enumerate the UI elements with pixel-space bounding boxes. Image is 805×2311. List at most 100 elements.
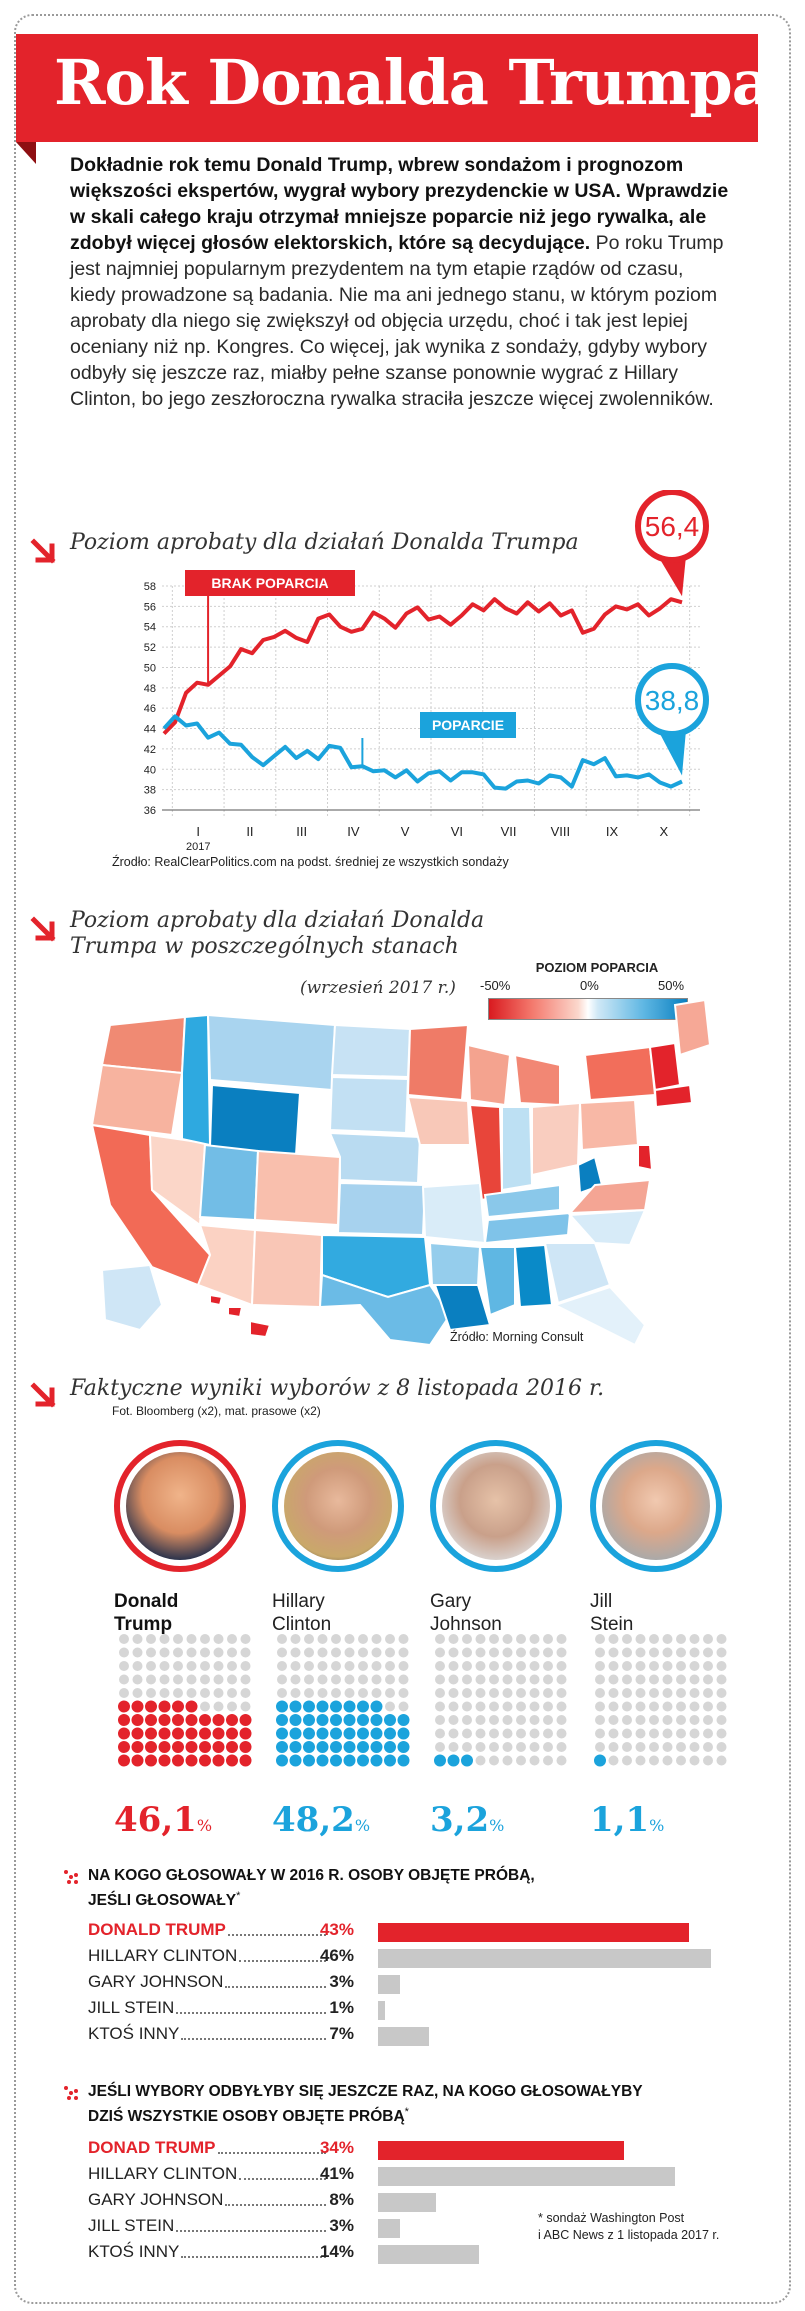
vote-dot-empty bbox=[385, 1634, 395, 1644]
candidate-trump: Donald Trump bbox=[114, 1440, 264, 1636]
state-florida bbox=[552, 1285, 647, 1345]
y-tick-label: 36 bbox=[144, 805, 156, 817]
vote-dot-empty bbox=[689, 1715, 700, 1725]
vote-dot-empty bbox=[649, 1688, 659, 1698]
vote-dot-empty bbox=[435, 1728, 445, 1739]
vote-dot-filled bbox=[118, 1714, 130, 1726]
vote-dot-empty bbox=[689, 1742, 700, 1752]
vote-dot-empty bbox=[371, 1674, 382, 1685]
poll-bar bbox=[378, 2245, 480, 2264]
dot-grid bbox=[594, 1634, 727, 1767]
y-tick-label: 56 bbox=[144, 601, 156, 613]
vote-dot-empty bbox=[435, 1647, 445, 1658]
poll-row: HILLARY CLINTON 41% bbox=[88, 2164, 738, 2188]
poll2-heading-line1: Jeśli wybory odbyłyby się jeszcze raz, n… bbox=[88, 2083, 643, 2100]
state-new-york bbox=[583, 1045, 657, 1102]
vote-dot-empty bbox=[595, 1674, 605, 1685]
vote-dot-empty bbox=[649, 1715, 659, 1725]
vote-dot-empty bbox=[435, 1634, 445, 1644]
vote-dot-empty bbox=[290, 1647, 301, 1658]
state-hawaii bbox=[209, 1293, 272, 1339]
candidate-first-name: Jill bbox=[590, 1591, 613, 1612]
vote-dot-empty bbox=[489, 1647, 499, 1658]
vote-dot-empty bbox=[398, 1634, 409, 1644]
vote-dot-filled bbox=[145, 1714, 157, 1726]
vote-dot-empty bbox=[489, 1701, 499, 1712]
state-south-dakota bbox=[328, 1075, 410, 1135]
vote-dot-empty bbox=[489, 1715, 499, 1725]
vote-dot-filled bbox=[289, 1727, 302, 1740]
x-tick-label: IX bbox=[606, 824, 619, 839]
percent-value: 48,2 bbox=[272, 1800, 355, 1840]
vote-dot-empty bbox=[635, 1715, 646, 1725]
vote-dot-filled bbox=[145, 1741, 157, 1753]
poll-row-label: JILL STEIN bbox=[88, 1998, 175, 2017]
vote-dot-empty bbox=[448, 1728, 459, 1739]
vote-dot-empty bbox=[385, 1661, 395, 1671]
poll-row-label: DONAD TRUMP bbox=[88, 2138, 216, 2157]
vote-dot-empty bbox=[703, 1634, 713, 1644]
vote-dot-empty bbox=[608, 1661, 619, 1671]
vote-dot-empty bbox=[227, 1661, 237, 1671]
vote-dot-empty bbox=[173, 1661, 183, 1671]
vote-dot-empty bbox=[398, 1688, 409, 1698]
vote-dot-empty bbox=[475, 1674, 486, 1685]
vote-dot-empty bbox=[398, 1674, 409, 1685]
vote-dot-empty bbox=[516, 1647, 526, 1658]
vote-dot-grids bbox=[118, 1634, 727, 1767]
vote-dot-empty bbox=[716, 1701, 727, 1712]
state-tennessee bbox=[483, 1211, 572, 1245]
vote-dot-filled bbox=[158, 1700, 171, 1713]
state-mississippi bbox=[478, 1246, 516, 1317]
vote-dot-empty bbox=[703, 1688, 713, 1698]
state-ohio bbox=[531, 1101, 582, 1177]
vote-dot-empty bbox=[448, 1742, 459, 1752]
poll1-heading: Na kogo głosowały w 2016 r. osoby objęte… bbox=[88, 1866, 535, 1911]
vote-dot-empty bbox=[543, 1742, 553, 1752]
poll-row-label: KTOŚ INNY bbox=[88, 2242, 180, 2261]
avatar-ring bbox=[430, 1440, 562, 1572]
vote-dot-filled bbox=[172, 1741, 184, 1753]
vote-dot-empty bbox=[543, 1728, 553, 1739]
vote-dot-empty bbox=[716, 1674, 727, 1685]
state-arkansas bbox=[428, 1241, 482, 1286]
map-subtitle: (wrzesień 2017 r.) bbox=[300, 978, 456, 998]
vote-dot-empty bbox=[173, 1674, 183, 1685]
vote-dot-empty bbox=[595, 1742, 605, 1752]
vote-dot-empty bbox=[502, 1634, 513, 1644]
arrow-down-right-icon bbox=[30, 916, 56, 942]
vote-dot-empty bbox=[331, 1661, 341, 1671]
poll-row-label: DONALD TRUMP bbox=[88, 1920, 226, 1939]
vote-dot-empty bbox=[556, 1755, 567, 1766]
series-end-value: 38,8 bbox=[645, 685, 700, 716]
vote-dot-empty bbox=[662, 1728, 673, 1739]
vote-dot-empty bbox=[344, 1634, 355, 1644]
state-kentucky bbox=[483, 1183, 561, 1219]
map-legend-ticks: -50% 0% 50% bbox=[480, 978, 710, 994]
vote-dot-empty bbox=[146, 1688, 156, 1698]
vote-dot-filled bbox=[131, 1727, 144, 1740]
vote-dot-empty bbox=[358, 1647, 368, 1658]
vote-dot-empty bbox=[608, 1647, 619, 1658]
dotted-arrow-icon bbox=[64, 2086, 78, 2100]
poll-row: KTOŚ INNY 14% bbox=[88, 2242, 738, 2266]
vote-dot-filled bbox=[357, 1700, 369, 1713]
vote-dot-empty bbox=[173, 1688, 183, 1698]
vote-dot-empty bbox=[290, 1688, 301, 1698]
vote-dot-empty bbox=[716, 1742, 727, 1752]
vote-dot-empty bbox=[435, 1742, 445, 1752]
vote-dot-filled bbox=[226, 1754, 238, 1767]
vote-dot-empty bbox=[689, 1674, 700, 1685]
vote-dot-empty bbox=[371, 1661, 382, 1671]
vote-dot-filled bbox=[397, 1754, 410, 1767]
vote-dot-empty bbox=[331, 1634, 341, 1644]
vote-dot-empty bbox=[608, 1742, 619, 1752]
map-source: Źródło: Morning Consult bbox=[450, 1330, 584, 1344]
poll-row-label: GARY JOHNSON bbox=[88, 2190, 224, 2209]
y-tick-label: 40 bbox=[144, 764, 156, 776]
vote-dot-empty bbox=[622, 1647, 632, 1658]
x-tick-label: III bbox=[296, 824, 307, 839]
vote-dot-empty bbox=[716, 1647, 727, 1658]
poll-row-leader bbox=[181, 2038, 326, 2040]
